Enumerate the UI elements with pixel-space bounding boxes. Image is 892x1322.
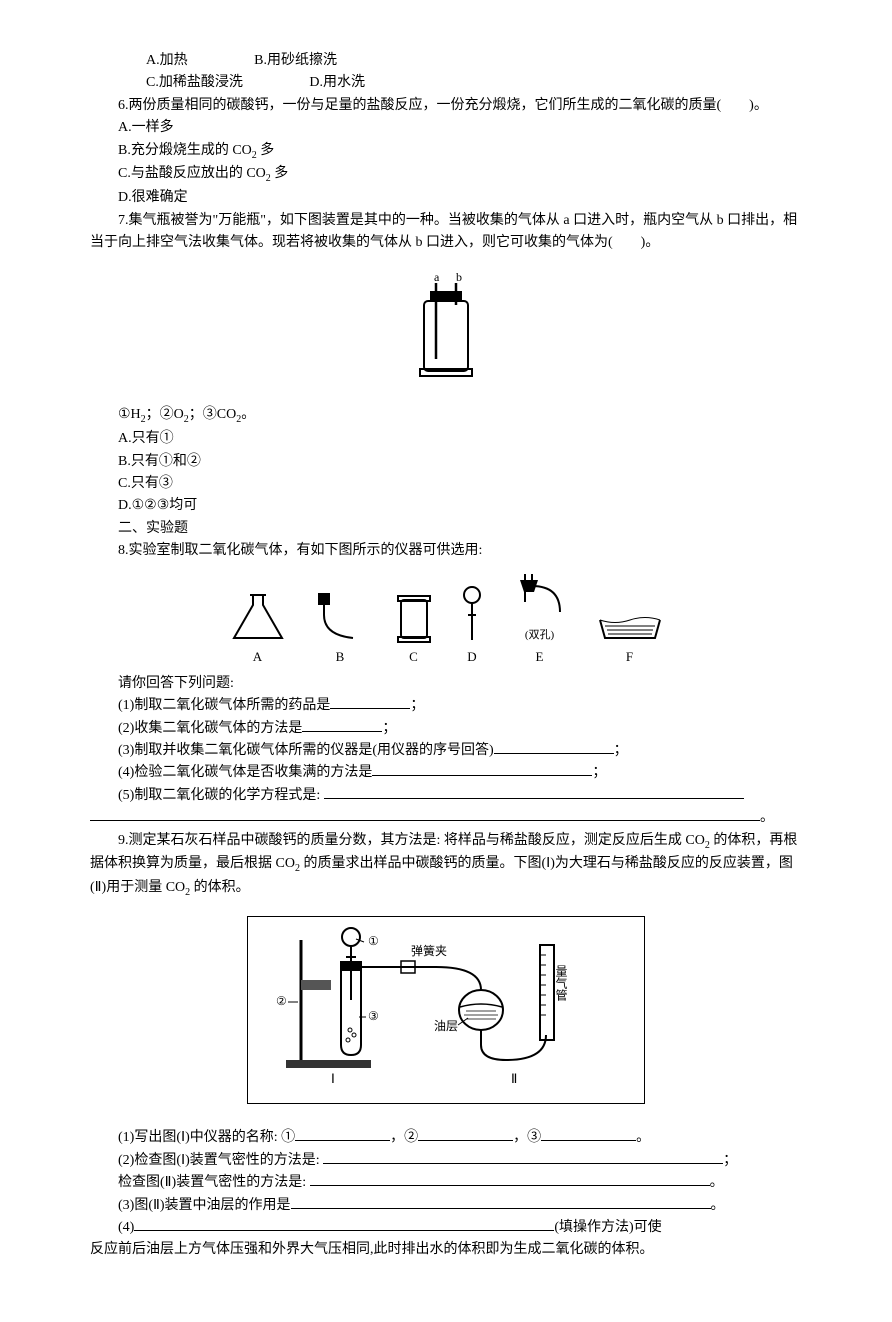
q6-c-pre: C.与盐酸反应放出的 CO	[118, 166, 266, 181]
section2-title: 二、实验题	[90, 518, 802, 540]
q8-apparatus-row: A B C D (双孔) E	[90, 572, 802, 667]
stopper-tube-icon	[510, 572, 570, 627]
q5-b-text: B.用砂纸擦洗	[226, 50, 337, 72]
q9-num3: ③	[368, 1009, 379, 1023]
q8-label-c: C	[393, 647, 435, 668]
gas-bottle-icon: a b	[406, 269, 486, 389]
blank[interactable]	[323, 1163, 723, 1164]
q8-sub1: (1)制取二氧化碳气体所需的药品是；	[90, 695, 802, 717]
q8-item-c: C	[393, 590, 435, 668]
q7-c1: ①H	[118, 407, 141, 422]
apparatus-diagram-icon: 弹簧夹 ① ② ③ Ⅰ 油层 量气管 Ⅱ	[256, 925, 636, 1095]
q9-sub1: (1)写出图(Ⅰ)中仪器的名称: ①，②，③。	[90, 1127, 802, 1149]
q6-stem: 6.两份质量相同的碳酸钙，一份与足量的盐酸反应，一份充分煅烧，它们所生成的二氧化…	[90, 95, 802, 117]
q7-a: A.只有①	[90, 428, 802, 450]
q7-d: D.①②③均可	[90, 495, 802, 517]
q9-num2: ②	[276, 994, 287, 1008]
tube-bend-icon	[313, 590, 368, 645]
q8-item-e: (双孔) E	[510, 572, 570, 667]
q6-a: A.一样多	[90, 117, 802, 139]
q9-sub2b: 检查图(Ⅱ)装置气密性的方法是: 。	[90, 1172, 802, 1194]
q8-label-a: A	[228, 647, 288, 668]
q5-option-c: C.加稀盐酸浸洗 D.用水洗	[90, 72, 802, 94]
q7-stem: 7.集气瓶被誉为"万能瓶"，如下图装置是其中的一种。当被收集的气体从 a 口进入…	[90, 210, 802, 255]
funnel-icon	[460, 585, 485, 645]
q8-label-e: E	[510, 647, 570, 668]
q8-item-d: D	[460, 585, 485, 668]
blank[interactable]	[541, 1140, 636, 1141]
flask-icon	[228, 590, 288, 645]
q8-label-f: F	[595, 647, 665, 668]
q7-choices: ①H2；②O2；③CO2。	[90, 404, 802, 428]
q8-sub4: (4)检验二氧化碳气体是否收集满的方法是；	[90, 762, 802, 784]
q9-figure: 弹簧夹 ① ② ③ Ⅰ 油层 量气管 Ⅱ	[90, 916, 802, 1112]
q9-stem: 9.测定某石灰石样品中碳酸钙的质量分数，其方法是: 将样品与稀盐酸反应，测定反应…	[90, 830, 802, 901]
q7-label-b: b	[456, 270, 462, 284]
q8-item-a: A	[228, 590, 288, 668]
q8-prompt: 请你回答下列问题:	[90, 673, 802, 695]
q9-spring-label: 弹簧夹	[411, 943, 447, 958]
q6-b-pre: B.充分煅烧生成的 CO	[118, 143, 252, 158]
q9-roman1: Ⅰ	[331, 1071, 335, 1086]
q8-label-b: B	[313, 647, 368, 668]
q6-b: B.充分煅烧生成的 CO2 多	[90, 140, 802, 164]
q7-figure: a b	[90, 269, 802, 389]
q9-roman2: Ⅱ	[511, 1071, 517, 1086]
q8-item-f: F	[595, 590, 665, 668]
q6-c-suf: 多	[271, 166, 289, 181]
q7-c: C.只有③	[90, 473, 802, 495]
q6-b-suf: 多	[257, 143, 275, 158]
blank[interactable]	[134, 1230, 554, 1231]
trough-icon	[595, 590, 665, 645]
q6-d: D.很难确定	[90, 187, 802, 209]
q9-sub4: (4)(填操作方法)可使	[90, 1217, 802, 1239]
q5-c-text: C.加稀盐酸浸洗	[118, 72, 243, 94]
blank[interactable]	[324, 798, 744, 799]
q5-option-a: A.加热 B.用砂纸擦洗	[90, 50, 802, 72]
q9-sub4-line2: 反应前后油层上方气体压强和外界大气压相同,此时排出水的体积即为生成二氧化碳的体积…	[90, 1239, 802, 1261]
q7-b: B.只有①和②	[90, 451, 802, 473]
q8-e-note: (双孔)	[510, 627, 570, 645]
q6-c: C.与盐酸反应放出的 CO2 多	[90, 163, 802, 187]
q5-d-text: D.用水洗	[281, 72, 365, 94]
q9-num1: ①	[368, 934, 379, 948]
blank[interactable]	[372, 775, 592, 776]
blank[interactable]	[291, 1208, 711, 1209]
jar-icon	[393, 590, 435, 645]
q8-stem: 8.实验室制取二氧化碳气体，有如下图所示的仪器可供选用:	[90, 540, 802, 562]
q8-item-b: B	[313, 590, 368, 668]
blank[interactable]	[494, 753, 614, 754]
blank[interactable]	[302, 731, 382, 732]
blank[interactable]	[295, 1140, 390, 1141]
blank[interactable]	[418, 1140, 513, 1141]
q9-sub3: (3)图(Ⅱ)装置中油层的作用是。	[90, 1195, 802, 1217]
q8-sub5: (5)制取二氧化碳的化学方程式是:	[90, 785, 802, 807]
q9-sub2: (2)检查图(Ⅰ)装置气密性的方法是: ；	[90, 1150, 802, 1172]
q8-label-d: D	[460, 647, 485, 668]
q9-tube-label: 量气管	[554, 965, 568, 1002]
blank[interactable]	[90, 820, 760, 821]
q5-a-text: A.加热	[118, 50, 188, 72]
q8-sub3: (3)制取并收集二氧化碳气体所需的仪器是(用仪器的序号回答)；	[90, 740, 802, 762]
q7-label-a: a	[434, 270, 440, 284]
q9-oil-label: 油层	[434, 1019, 458, 1033]
blank[interactable]	[310, 1185, 710, 1186]
q8-sub5-cont: 。	[90, 807, 802, 829]
blank[interactable]	[330, 708, 410, 709]
q8-sub2: (2)收集二氧化碳气体的方法是；	[90, 718, 802, 740]
